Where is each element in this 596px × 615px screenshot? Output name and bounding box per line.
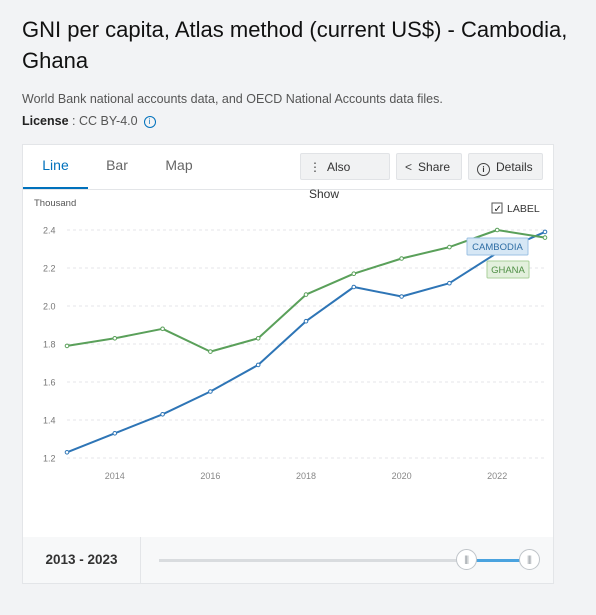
source-text: World Bank national accounts data, and O… xyxy=(22,92,443,106)
data-point xyxy=(160,326,165,332)
series-label-box xyxy=(486,260,530,279)
y-tick-label: 1.8 xyxy=(43,340,56,350)
info-circle-icon: i xyxy=(477,163,490,176)
year-range-label: 2013 - 2023 xyxy=(23,537,141,583)
data-point xyxy=(208,389,213,394)
also-show-label: Also Show xyxy=(309,160,351,201)
data-point xyxy=(351,271,357,276)
year-range-bar: 2013 - 2023 ||| ||| xyxy=(22,537,554,584)
data-point xyxy=(494,227,500,233)
x-tick-label: 2022 xyxy=(487,471,507,481)
data-point xyxy=(160,412,165,417)
series-end-label: GHANA xyxy=(491,265,525,276)
data-point xyxy=(255,336,261,341)
data-point xyxy=(303,292,309,297)
tab-line[interactable]: Line xyxy=(23,145,88,189)
range-start-handle[interactable]: ||| xyxy=(455,549,477,570)
data-point xyxy=(399,294,404,299)
data-point xyxy=(351,284,357,290)
line-chart: Thousand 1.2 1.4 1.6 1.8 2.0 2.2 2.4 2014 2016 201… xyxy=(34,198,548,481)
y-tick-label: 2.0 xyxy=(43,302,56,312)
range-slider-track[interactable] xyxy=(159,559,529,562)
data-point xyxy=(542,229,548,235)
info-icon[interactable]: i xyxy=(143,116,156,128)
y-tick-label: 2.4 xyxy=(43,226,56,236)
series-label-box xyxy=(466,237,529,256)
data-point xyxy=(112,431,118,436)
tab-bar[interactable]: Bar xyxy=(106,157,128,173)
chart-panel: Line Bar Map ⋮ Also Show < Share i Details … xyxy=(22,144,554,538)
license-label: License xyxy=(22,114,69,128)
range-slider-fill xyxy=(466,559,529,562)
data-point xyxy=(447,280,452,286)
license-value: : CC BY-4.0 xyxy=(68,114,138,128)
x-tick-label: 2014 xyxy=(105,471,125,481)
more-vertical-icon: ⋮ xyxy=(309,160,321,174)
label-toggle-text: LABEL xyxy=(507,203,540,215)
label-checkbox xyxy=(491,202,503,214)
share-label: Share xyxy=(418,160,451,174)
x-tick-label: 2016 xyxy=(200,471,220,481)
y-tick-label: 1.2 xyxy=(43,454,56,464)
data-point xyxy=(64,343,70,349)
series-line-cambodia xyxy=(66,230,546,454)
y-tick-label: 2.2 xyxy=(43,264,56,274)
check-icon: ✓ xyxy=(494,204,502,215)
x-tick-label: 2018 xyxy=(296,471,316,481)
page-title: GNI per capita, Atlas method (current US… xyxy=(22,17,568,73)
license-line: License : CC BY-4.0 i xyxy=(22,114,156,128)
details-label: Details xyxy=(496,160,533,174)
share-icon: < xyxy=(405,160,413,174)
data-point xyxy=(208,349,213,354)
data-point xyxy=(255,362,261,368)
data-point xyxy=(399,256,404,261)
data-point xyxy=(64,450,70,455)
share-button[interactable]: < Share xyxy=(396,153,462,180)
y-unit-label: Thousand xyxy=(34,198,76,209)
data-point xyxy=(303,318,309,324)
data-point xyxy=(447,244,452,250)
y-tick-label: 1.4 xyxy=(43,416,56,426)
data-point xyxy=(542,235,548,240)
tab-map[interactable]: Map xyxy=(165,157,193,173)
series-end-label: CAMBODIA xyxy=(472,242,523,253)
also-show-button[interactable]: ⋮ Also Show xyxy=(300,153,390,201)
range-end-handle[interactable]: ||| xyxy=(518,549,540,570)
chart-tabs: Line Bar Map ⋮ Also Show < Share i Details xyxy=(23,145,553,201)
details-button[interactable]: i Details xyxy=(468,153,543,180)
x-tick-label: 2020 xyxy=(392,471,412,481)
data-point xyxy=(112,336,118,341)
y-tick-label: 1.6 xyxy=(43,378,56,388)
